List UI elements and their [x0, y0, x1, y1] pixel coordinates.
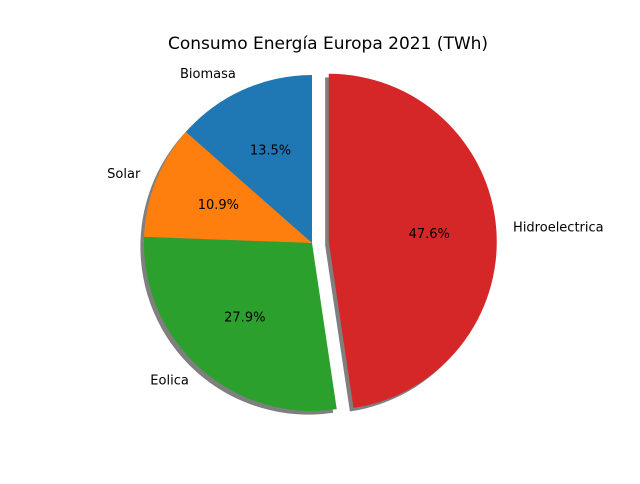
percent-label-biomasa: 13.5%	[250, 144, 291, 159]
slice-label-biomasa: Biomasa	[180, 67, 236, 82]
slice-label-solar: Solar	[107, 167, 141, 182]
slice-eolica	[144, 236, 337, 412]
chart-title: Consumo Energía Europa 2021 (TWh)	[168, 34, 488, 54]
slice-biomasa	[185, 75, 312, 243]
slice-label-eolica: Eolica	[150, 373, 189, 388]
percent-label-hidroelectrica: 47.6%	[409, 227, 450, 242]
slice-hidroelectrica	[328, 73, 497, 408]
percent-label-solar: 10.9%	[198, 198, 239, 213]
slice-solar	[144, 132, 312, 243]
slice-label-hidroelectrica: Hidroelectrica	[513, 221, 604, 236]
slice-labels: Biomasa 13.5% Solar 10.9% Eolica 27.9% Hidroel…	[107, 67, 603, 388]
percent-label-eolica: 27.9%	[224, 311, 265, 326]
slices	[144, 73, 497, 412]
